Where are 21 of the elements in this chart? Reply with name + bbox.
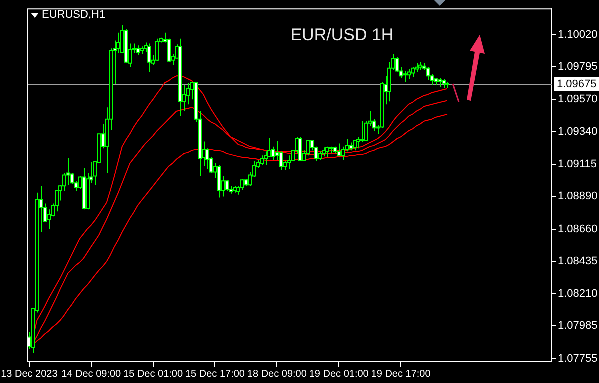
y-tick-label: 1.09340 — [558, 126, 598, 138]
text: EUR/USD 1H — [290, 26, 394, 45]
y-tick-label: 1.09570 — [558, 93, 598, 106]
x-tick-label: 19 Dec 01:00 — [309, 368, 370, 380]
annotation: EURUSD,H1 — [42, 9, 106, 22]
x-tick-label: 14 Dec 09:00 — [62, 368, 122, 380]
x-tick-label: 19 Dec 17:00 — [371, 368, 432, 380]
y-tick-label: 1.09115 — [558, 158, 597, 170]
x-tick-label: 18 Dec 09:00 — [247, 368, 308, 380]
y-tick-label: 1.08660 — [558, 224, 598, 236]
x-tick-label: 13 Dec 2023 — [1, 368, 58, 380]
x-tick-label: 15 Dec 01:00 — [124, 368, 184, 380]
y-tick-label: 1.07985 — [558, 320, 598, 332]
y-tick-label: 1.08890 — [558, 190, 598, 203]
y-tick-label: 1.09795 — [558, 61, 598, 74]
y-tick-label: 1.08435 — [558, 256, 598, 268]
x-tick-label: 15 Dec 17:00 — [185, 368, 246, 380]
y-tick-label: 1.07755 — [558, 353, 598, 366]
y-tick-label: 1.10020 — [558, 28, 598, 41]
ref-line-label: 1.09675 — [557, 78, 597, 90]
y-tick-label: 1.08210 — [558, 288, 598, 300]
